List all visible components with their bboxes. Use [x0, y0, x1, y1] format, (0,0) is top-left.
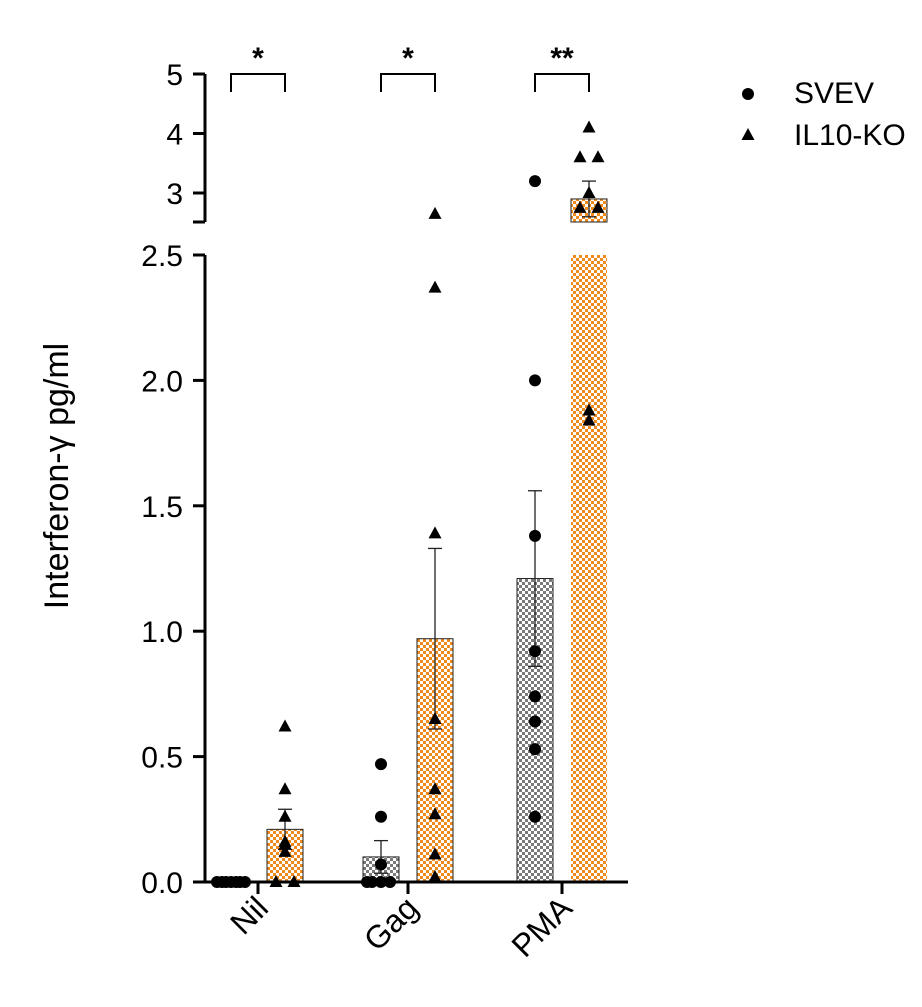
point-SVEV — [375, 858, 387, 871]
point-SVEV — [375, 810, 387, 823]
legend-label-SVEV: SVEV — [794, 77, 874, 110]
significance-label: * — [402, 42, 414, 75]
legend-marker-SVEV — [742, 88, 754, 100]
point-IL10-KO — [278, 782, 292, 795]
x-tick-label: Nil — [223, 889, 275, 941]
bar-IL10-KO-PMA — [571, 255, 607, 882]
point-IL10-KO — [582, 413, 596, 426]
legend-marker-IL10-KO — [741, 128, 755, 140]
point-IL10-KO — [428, 526, 442, 539]
point-SVEV — [529, 715, 541, 728]
point-SVEV — [529, 810, 541, 823]
point-IL10-KO — [428, 280, 442, 293]
point-SVEV — [375, 758, 387, 771]
significance-label: * — [252, 42, 264, 75]
point-IL10-KO — [428, 711, 442, 724]
significance-label: ** — [550, 42, 574, 75]
x-tick-label: PMA — [504, 889, 579, 964]
axes-layer: 0.0 0.5 1.0 1.5 2.0 2.5 3 4 5 Nil Gag PMA — [141, 59, 628, 964]
error-bars-layer — [278, 180, 596, 874]
point-SVEV — [529, 374, 541, 387]
point-IL10-KO — [591, 200, 605, 213]
significance-layer: * * ** — [230, 42, 590, 92]
y-tick-label: 0.0 — [141, 867, 183, 900]
y-tick-label: 1.5 — [141, 491, 183, 524]
significance-bracket — [230, 73, 286, 92]
bars-layer — [266, 198, 608, 883]
point-IL10-KO — [278, 809, 292, 822]
point-SVEV — [529, 175, 541, 188]
legend-label-IL10-KO: IL10-KO — [794, 119, 906, 152]
point-IL10-KO — [428, 807, 442, 820]
point-IL10-KO — [278, 844, 292, 857]
point-SVEV — [529, 743, 541, 756]
y-tick-label: 1.0 — [141, 616, 183, 649]
point-IL10-KO — [573, 150, 587, 163]
point-SVEV — [529, 690, 541, 703]
point-IL10-KO — [278, 837, 292, 850]
y-tick-label: 3 — [166, 178, 183, 211]
point-IL10-KO — [428, 869, 442, 882]
y-tick-label: 5 — [166, 59, 183, 92]
point-IL10-KO — [573, 200, 587, 213]
point-IL10-KO — [582, 186, 596, 198]
significance-bracket — [380, 73, 436, 92]
point-IL10-KO — [582, 120, 596, 133]
point-IL10-KO — [278, 719, 292, 732]
y-tick-label: 2.5 — [141, 240, 183, 273]
point-IL10-KO — [582, 403, 596, 416]
point-IL10-KO — [428, 782, 442, 795]
significance-bracket — [534, 73, 590, 92]
x-tick-label: Gag — [357, 889, 425, 957]
legend: SVEV IL10-KO — [741, 77, 906, 152]
point-IL10-KO — [428, 847, 442, 860]
point-SVEV — [529, 645, 541, 658]
point-IL10-KO — [591, 150, 605, 163]
y-axis-label: Interferon-γ pg/ml — [38, 343, 76, 609]
point-SVEV — [529, 529, 541, 542]
y-tick-label: 0.5 — [141, 742, 183, 775]
y-tick-label: 2.0 — [141, 365, 183, 398]
point-IL10-KO — [428, 206, 442, 219]
y-tick-label: 4 — [166, 119, 183, 152]
